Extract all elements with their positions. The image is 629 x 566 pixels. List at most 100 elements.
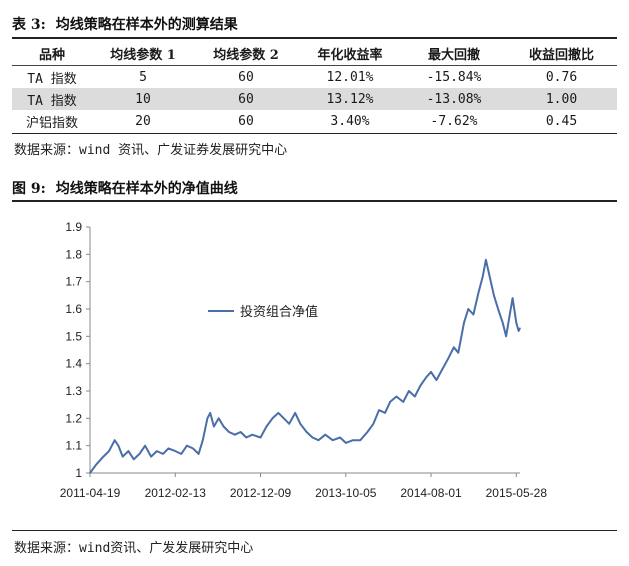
- table-cell: 60: [238, 69, 254, 85]
- y-tick-label: 1.4: [65, 357, 82, 371]
- data-point: [497, 308, 499, 310]
- y-tick-label: 1.1: [65, 439, 82, 453]
- table-cell: 0.76: [545, 69, 578, 85]
- data-point: [489, 278, 491, 280]
- data-point: [457, 352, 459, 354]
- data-point: [389, 401, 391, 403]
- table-top-rule: [12, 37, 617, 39]
- data-point: [518, 330, 520, 332]
- figure-bottom-rule: [12, 530, 617, 531]
- table-title-row: 表 3: 均线策略在样本外的测算结果: [12, 14, 617, 34]
- data-point: [463, 322, 465, 324]
- data-point: [512, 297, 514, 299]
- data-point: [180, 453, 182, 455]
- data-point: [352, 439, 354, 441]
- data-point: [419, 384, 422, 387]
- data-point: [447, 357, 449, 359]
- data-point: [138, 453, 141, 455]
- data-point: [259, 436, 262, 439]
- data-point: [174, 450, 176, 452]
- legend-label: 投资组合净值: [240, 304, 318, 320]
- table-bottom-rule: [12, 133, 617, 134]
- data-point: [162, 453, 164, 455]
- table-header-cell: 均线参数 1: [92, 41, 194, 66]
- data-point: [206, 417, 208, 419]
- data-point: [345, 442, 347, 444]
- data-point: [167, 447, 169, 449]
- data-point: [485, 259, 487, 261]
- data-point: [127, 450, 129, 452]
- data-point: [408, 390, 410, 392]
- data-point: [472, 313, 474, 316]
- table-header-cell: 均线参数 2: [194, 41, 298, 66]
- data-point: [359, 439, 361, 441]
- table-cell: TA 指数: [12, 88, 92, 110]
- x-tick-label: 2012-02-13: [145, 486, 207, 500]
- data-point: [156, 450, 158, 452]
- data-point: [108, 450, 110, 452]
- data-point: [324, 434, 326, 436]
- data-point: [192, 447, 194, 449]
- table-cell: 13.12%: [298, 88, 402, 110]
- data-point: [133, 458, 135, 460]
- table-cell: 沪铝指数: [25, 115, 78, 131]
- y-tick-label: 1.5: [65, 329, 82, 343]
- table-cell: 20: [135, 113, 151, 129]
- data-point: [228, 431, 230, 433]
- series-line: [89, 258, 521, 474]
- x-tick-label: 2014-08-01: [400, 486, 462, 500]
- data-point: [366, 431, 368, 433]
- data-point: [435, 379, 437, 381]
- data-point: [339, 436, 341, 439]
- y-tick-label: 1.6: [65, 302, 82, 316]
- data-point: [277, 412, 279, 414]
- figure-title: 均线策略在样本外的净值曲线: [55, 181, 238, 197]
- table-cell: 1.00: [506, 88, 617, 110]
- data-point: [502, 322, 504, 324]
- data-point: [453, 346, 455, 348]
- figure-label: 图 9:: [12, 181, 46, 197]
- data-point: [102, 456, 104, 458]
- table-cell: 3.40%: [330, 113, 370, 129]
- y-tick-label: 1.2: [65, 411, 82, 425]
- y-tick-label: 1: [75, 466, 82, 480]
- table-cell: 60: [194, 88, 298, 110]
- data-point: [240, 431, 242, 433]
- data-point: [430, 371, 432, 373]
- data-point: [288, 423, 290, 425]
- data-point: [283, 417, 285, 419]
- data-point: [378, 409, 380, 411]
- results-table: 品种 均线参数 1 均线参数 2 年化收益率 最大回撤 收益回撤比 TA 指数 …: [12, 41, 617, 132]
- data-point: [467, 308, 469, 310]
- data-point: [89, 472, 91, 474]
- x-tick-label: 2011-04-19: [60, 486, 121, 500]
- data-point: [509, 313, 511, 316]
- chart-area: 1 1.1 1.2 1.3 1.4 1.5 1.6 1.7 1.8 1.9 2011-04-19 20…: [12, 205, 617, 525]
- table-header-cell: 年化收益率: [298, 41, 402, 66]
- table-cell: 0.45: [545, 113, 578, 129]
- table-source: 数据来源：wind 资讯、广发证券发展研究中心: [14, 143, 288, 158]
- data-point: [251, 434, 253, 436]
- table-cell: 60: [238, 113, 254, 129]
- data-point: [218, 417, 220, 419]
- data-point: [265, 425, 268, 428]
- data-point: [505, 335, 507, 337]
- table-cell: TA 指数: [27, 71, 77, 87]
- data-point: [519, 327, 521, 329]
- table-cell: -15.84%: [426, 69, 482, 85]
- data-point: [198, 453, 200, 455]
- data-point: [384, 412, 386, 414]
- data-point: [317, 439, 320, 441]
- data-point: [299, 423, 301, 425]
- data-point: [395, 395, 397, 398]
- data-point: [515, 322, 517, 324]
- table-cell: 5: [139, 69, 147, 85]
- data-point: [493, 294, 495, 296]
- data-point: [150, 456, 152, 458]
- data-point: [306, 431, 308, 433]
- table-row: TA 指数 5 60 12.01% -15.84% 0.76: [12, 66, 617, 89]
- nav-line-chart: 1 1.1 1.2 1.3 1.4 1.5 1.6 1.7 1.8 1.9 2011-04-19 20…: [60, 220, 548, 500]
- data-point: [482, 275, 484, 277]
- data-point: [186, 445, 188, 447]
- table-header-cell: 最大回撤: [402, 41, 506, 66]
